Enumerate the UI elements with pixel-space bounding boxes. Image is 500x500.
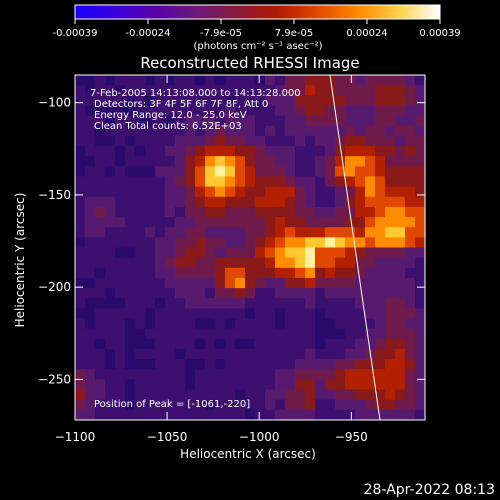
colorbar-ticks: -0.00039 -0.00024 -7.9e-05 7.9e-05 0.00024 0.… <box>53 19 461 39</box>
colorbar-tick-label: -0.00039 <box>53 28 98 39</box>
info-block: 7-Feb-2005 14:13:08.000 to 14:13:28.000 … <box>90 88 301 132</box>
y-tick-label: −100 <box>38 96 71 110</box>
x-axis-label: Heliocentric X (arcsec) <box>180 447 316 461</box>
y-tick-label: −250 <box>38 372 71 386</box>
y-axis-label: Heliocentric Y (arcsec) <box>13 193 27 328</box>
colorbar-tick-label: -7.9e-05 <box>200 28 242 39</box>
image-pixels <box>75 75 425 420</box>
x-tick-label: −1100 <box>55 430 96 444</box>
x-axis-ticks: −1100 −1050 −1000 −950 <box>55 75 368 444</box>
x-tick-label: −950 <box>335 430 368 444</box>
footer-timestamp: 28-Apr-2022 08:13 <box>364 482 495 498</box>
info-time-range: 7-Feb-2005 14:13:08.000 to 14:13:28.000 <box>90 88 301 99</box>
y-tick-label: −200 <box>38 280 71 294</box>
solar-limb-line <box>329 74 381 421</box>
colorbar-tick-label: 7.9e-05 <box>275 28 313 39</box>
image-frame <box>74 74 426 421</box>
y-axis-ticks: −100 −150 −200 −250 <box>38 96 425 386</box>
image-title: Reconstructed RHESSI Image <box>140 54 359 72</box>
x-tick-label: −1000 <box>239 430 280 444</box>
x-tick-label: −1050 <box>147 430 188 444</box>
y-tick-label: −150 <box>38 188 71 202</box>
colorbar-tick-label: 0.00039 <box>419 28 460 39</box>
colorbar-units: (photons cm⁻² s⁻¹ asec⁻²) <box>193 41 322 52</box>
info-detectors: Detectors: 3F 4F 5F 6F 7F 8F, Att 0 <box>94 99 268 110</box>
colorbar-tick-label: 0.00024 <box>346 28 387 39</box>
info-energy-range: Energy Range: 12.0 - 25.0 keV <box>94 110 247 121</box>
peak-position-label: Position of Peak = [-1061,-220] <box>94 399 250 410</box>
colorbar-tick-label: -0.00024 <box>126 28 171 39</box>
colorbar <box>74 4 441 20</box>
info-total-counts: Clean Total counts: 6.52E+03 <box>94 121 242 132</box>
